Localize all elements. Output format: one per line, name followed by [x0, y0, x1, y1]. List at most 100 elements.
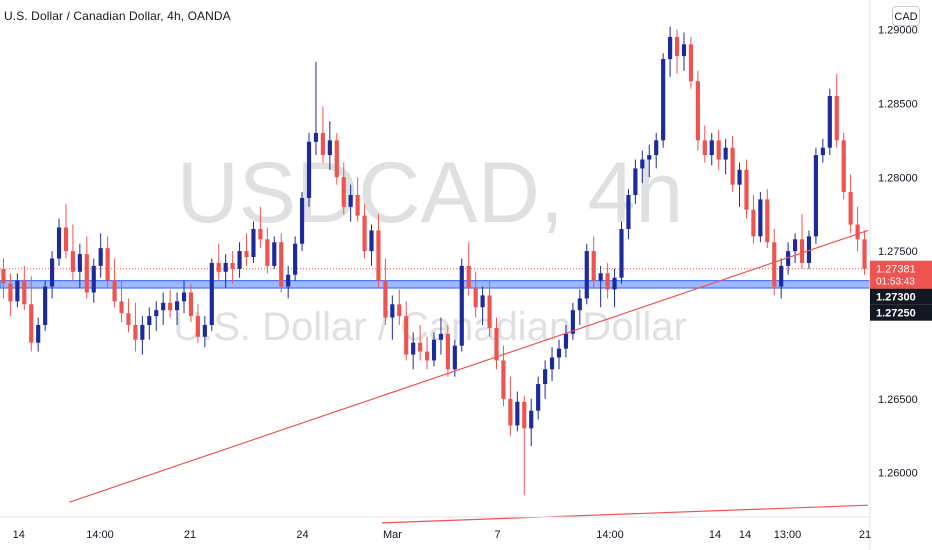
candle-body	[133, 324, 138, 340]
candle-body	[147, 316, 152, 325]
candle	[598, 265, 603, 308]
candle	[640, 150, 645, 184]
candle	[77, 243, 82, 289]
y-tick-label: 1.29000	[878, 25, 918, 37]
candle-body	[855, 224, 860, 240]
candle-body	[22, 280, 27, 305]
candle-body	[584, 251, 589, 299]
candle-body	[411, 342, 416, 355]
candle	[536, 376, 541, 420]
candle-body	[418, 342, 423, 352]
candle-body	[806, 236, 812, 263]
candle-body	[563, 333, 569, 349]
candle-body	[841, 140, 846, 193]
candle-body	[112, 280, 117, 302]
candle	[765, 189, 770, 249]
candle-body	[98, 248, 103, 266]
candle	[793, 233, 798, 263]
candle-body	[661, 59, 666, 141]
trendline-2[interactable]	[381, 504, 869, 524]
candle-body	[49, 258, 55, 287]
candle-body	[154, 310, 159, 317]
candle	[348, 184, 353, 222]
candle-body	[77, 254, 82, 272]
candle	[376, 214, 381, 289]
x-tick-label: 14	[739, 529, 751, 541]
trendline-1[interactable]	[69, 229, 869, 503]
candle	[612, 268, 617, 308]
candle-body	[376, 230, 381, 281]
candle	[549, 347, 555, 382]
x-tick-label: 14:00	[596, 529, 624, 541]
candle	[49, 251, 55, 299]
candle-body	[494, 327, 499, 361]
candle	[22, 265, 27, 311]
candle	[591, 236, 596, 289]
candle-body	[445, 333, 450, 370]
candle	[397, 289, 402, 325]
candle	[716, 129, 721, 170]
candle	[383, 258, 388, 325]
candle	[459, 258, 464, 352]
candle-body	[8, 283, 13, 302]
x-tick-label: Mar	[383, 529, 402, 541]
candle	[508, 376, 513, 436]
axes	[0, 0, 871, 550]
candle-body	[813, 155, 819, 237]
candle	[168, 289, 173, 318]
candle-body	[501, 360, 506, 399]
candle-body	[188, 292, 194, 317]
candle	[702, 125, 707, 163]
candle-body	[626, 194, 631, 229]
candle-body	[306, 141, 312, 198]
watermark-name: U.S. Dollar / Canadian Dollar	[173, 305, 687, 349]
candle	[313, 62, 319, 156]
candle-body	[223, 262, 228, 272]
candle-body	[674, 36, 680, 57]
candle-body	[480, 295, 485, 308]
candle-body	[230, 262, 235, 269]
candle	[216, 243, 221, 281]
currency-button[interactable]: CAD	[892, 6, 920, 26]
watermark-symbol: USDCAD, 4h	[177, 145, 684, 241]
candle	[1, 258, 6, 299]
candle-body	[299, 197, 305, 244]
candle	[529, 398, 534, 447]
candle	[126, 298, 131, 333]
candle	[515, 391, 520, 432]
candle	[105, 236, 110, 289]
candle-body	[737, 169, 742, 185]
candle-body	[473, 288, 478, 308]
candle-body	[36, 324, 41, 343]
candle	[681, 32, 687, 71]
candle-body	[591, 251, 596, 281]
candle	[133, 302, 138, 352]
x-tick-label: 14	[709, 529, 721, 541]
candle-body	[536, 384, 541, 411]
candle	[91, 258, 96, 303]
price-level-label: 1.27250	[870, 304, 932, 321]
y-tick-label: 1.27500	[878, 246, 918, 258]
candle-body	[63, 227, 69, 252]
candle	[730, 135, 735, 193]
candle	[154, 301, 159, 331]
candle	[293, 236, 298, 281]
candle-body	[244, 251, 249, 258]
candle-body	[286, 274, 291, 287]
candle-body	[605, 273, 610, 290]
candle-body	[556, 348, 562, 358]
candle	[306, 132, 312, 207]
price-label-bg	[870, 304, 932, 321]
candle	[265, 227, 270, 274]
candle	[841, 132, 846, 200]
candle-body	[799, 239, 805, 263]
candle	[237, 242, 242, 278]
candle	[473, 271, 478, 318]
candle	[494, 317, 499, 370]
candle	[543, 360, 548, 399]
candle	[695, 70, 700, 151]
candle-body	[140, 324, 145, 340]
